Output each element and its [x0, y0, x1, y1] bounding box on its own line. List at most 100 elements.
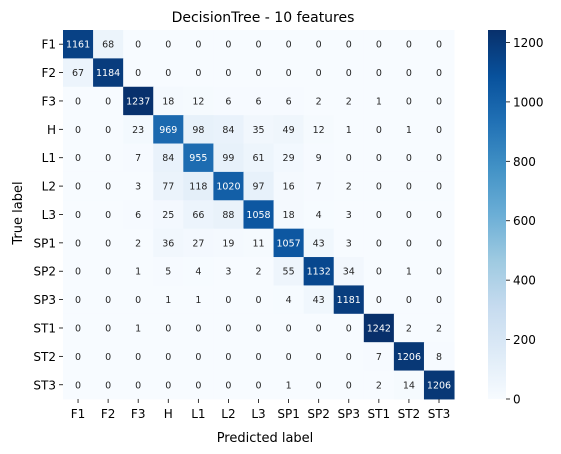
- heatmap-cell: [93, 30, 124, 59]
- y-tick-label: L1: [42, 151, 56, 165]
- heatmap-cell: [243, 257, 275, 286]
- heatmap-cell: [63, 200, 94, 230]
- heatmap-cell: [123, 115, 154, 145]
- heatmap-cell: [243, 115, 275, 145]
- cell-value-label: 0: [75, 96, 81, 107]
- heatmap-cell: [303, 58, 335, 88]
- heatmap-cell: [423, 58, 455, 88]
- heatmap-cell: [123, 285, 154, 315]
- cell-value-label: 43: [313, 238, 325, 249]
- heatmap-cell: [393, 143, 425, 173]
- heatmap-cell: [123, 58, 154, 88]
- cell-value-label: 8: [436, 352, 442, 363]
- cell-value-label: 0: [105, 352, 111, 363]
- heatmap-cell: [243, 30, 275, 59]
- cell-value-label: 0: [376, 40, 382, 51]
- heatmap-cell: [273, 58, 305, 88]
- heatmap-cell: [93, 86, 124, 116]
- y-tick-label: L3: [42, 208, 56, 222]
- cell-value-label: 61: [252, 153, 264, 164]
- heatmap-cell: [303, 115, 335, 145]
- heatmap-cell: [123, 200, 154, 230]
- cell-value-label: 1237: [126, 96, 150, 107]
- x-tick-label: F2: [101, 407, 116, 421]
- heatmap-cell: [423, 342, 455, 372]
- cell-value-label: 0: [316, 380, 322, 391]
- cell-value-label: 23: [132, 125, 144, 136]
- heatmap-cell: [303, 200, 335, 230]
- heatmap-cell: [333, 313, 365, 343]
- heatmap-cell: [303, 370, 335, 400]
- heatmap-cell: [183, 30, 214, 59]
- cell-value-label: 0: [105, 182, 111, 193]
- y-tick-label: ST2: [33, 350, 56, 364]
- cell-value-label: 3: [135, 182, 141, 193]
- heatmap-cell: [423, 171, 455, 201]
- cell-value-label: 0: [195, 323, 201, 334]
- heatmap-cell: [153, 200, 184, 230]
- cell-value-label: 0: [346, 352, 352, 363]
- cell-value-label: 969: [159, 125, 177, 136]
- heatmap-cell: [153, 58, 184, 88]
- heatmap-cell: [63, 86, 94, 116]
- cell-value-label: 0: [286, 68, 292, 79]
- heatmap-cell: [183, 143, 214, 173]
- cell-value-label: 36: [162, 238, 174, 249]
- heatmap-cell: [93, 143, 124, 173]
- cell-value-label: 0: [75, 323, 81, 334]
- cell-value-label: 0: [376, 153, 382, 164]
- colorbar-tick-label: 1000: [513, 95, 544, 109]
- heatmap-cell: [423, 115, 455, 145]
- cell-value-label: 0: [105, 96, 111, 107]
- heatmap-cell: [363, 58, 395, 88]
- heatmap-cell: [213, 228, 244, 258]
- heatmap-cell: [243, 200, 275, 230]
- heatmap-cell: [333, 171, 365, 201]
- cell-value-label: 0: [406, 210, 412, 221]
- cell-value-label: 88: [222, 210, 234, 221]
- cell-value-label: 35: [252, 125, 264, 136]
- cell-value-label: 0: [165, 380, 171, 391]
- y-tick-label: F1: [41, 38, 56, 52]
- heatmap-cell: [183, 171, 214, 201]
- heatmap-cell: [243, 228, 275, 258]
- x-tick-label: ST3: [428, 407, 451, 421]
- heatmap-cell: [123, 30, 154, 59]
- cell-value-label: 0: [225, 352, 231, 363]
- heatmap-cell: [333, 115, 365, 145]
- heatmap-cell: [393, 58, 425, 88]
- cell-annotations: 1161 68 0 0 0 0 0 0 0 0 0 0 067 1184 0 0 0 0 0 0 0 0 0 0 00 0 1237…: [66, 40, 451, 392]
- heatmap-cell: [273, 200, 305, 230]
- heatmap-cell: [63, 370, 94, 400]
- x-tick-label: F3: [131, 407, 146, 421]
- heatmap-cell: [243, 342, 275, 372]
- cell-value-label: 84: [162, 153, 174, 164]
- heatmap-cell: [393, 115, 425, 145]
- cell-value-label: 0: [376, 182, 382, 193]
- heatmap-cell: [213, 285, 244, 315]
- chart-title: DecisionTree - 10 features: [172, 10, 355, 26]
- cell-value-label: 1: [135, 267, 141, 278]
- heatmap-cell: [333, 285, 365, 315]
- y-tick-label: H: [47, 123, 56, 137]
- heatmap-cell: [213, 58, 244, 88]
- heatmap-cell: [393, 313, 425, 343]
- heatmap-cell: [213, 115, 244, 145]
- heatmap-cell: [303, 30, 335, 59]
- y-tick-label: L2: [42, 180, 56, 194]
- cell-value-label: 2: [135, 238, 141, 249]
- heatmap-cell: [423, 257, 455, 286]
- cell-value-label: 0: [135, 380, 141, 391]
- heatmap-cell: [213, 342, 244, 372]
- heatmap-cell: [393, 228, 425, 258]
- y-tick-label: ST1: [33, 321, 56, 335]
- heatmap-cell: [393, 285, 425, 315]
- heatmap-cell: [153, 86, 184, 116]
- cell-value-label: 0: [105, 323, 111, 334]
- heatmap-cell: [213, 257, 244, 286]
- cell-value-label: 0: [406, 295, 412, 306]
- heatmap-cell: [333, 228, 365, 258]
- cell-value-label: 0: [105, 238, 111, 249]
- cell-value-label: 9: [316, 153, 322, 164]
- heatmap-cell: [393, 200, 425, 230]
